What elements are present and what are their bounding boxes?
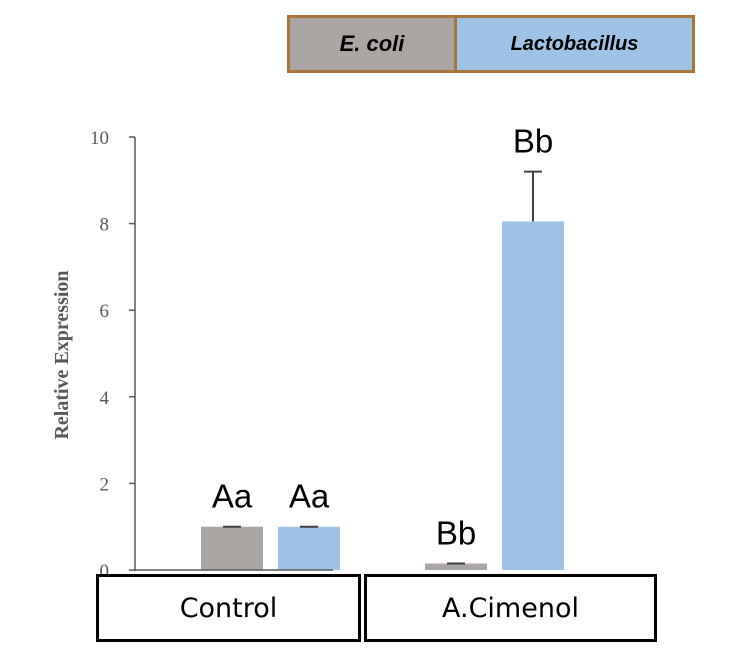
y-tick-label: 6 <box>100 301 110 322</box>
legend-label-lactobacillus: Lactobacillus <box>510 32 639 55</box>
legend: E. coli Lactobacillus <box>287 15 695 73</box>
data-label: Aa <box>212 478 253 515</box>
legend-item-lactobacillus: Lactobacillus <box>457 18 692 70</box>
category-label-acimenol: A.Cimenol <box>364 574 657 642</box>
y-tick-label: 0 <box>100 561 110 582</box>
data-label: Aa <box>289 478 330 515</box>
category-label-control: Control <box>96 574 361 642</box>
y-axis-label: Relative Expression <box>51 270 73 439</box>
y-tick-label: 4 <box>100 388 110 409</box>
y-tick-label: 2 <box>100 474 110 495</box>
y-tick-label: 10 <box>90 128 109 149</box>
legend-label-ecoli: E. coli <box>339 31 405 56</box>
y-tick-label: 8 <box>100 215 110 236</box>
bar <box>502 221 564 570</box>
legend-item-ecoli: E. coli <box>290 18 457 70</box>
y-axis: 0 2 4 6 8 10 <box>90 128 135 582</box>
bar <box>278 526 340 570</box>
plot-area: Aa Bb Aa Bb <box>201 123 564 570</box>
bar <box>425 563 487 570</box>
data-label: Bb <box>436 515 476 552</box>
data-label: Bb <box>513 123 553 160</box>
bar <box>201 526 263 570</box>
